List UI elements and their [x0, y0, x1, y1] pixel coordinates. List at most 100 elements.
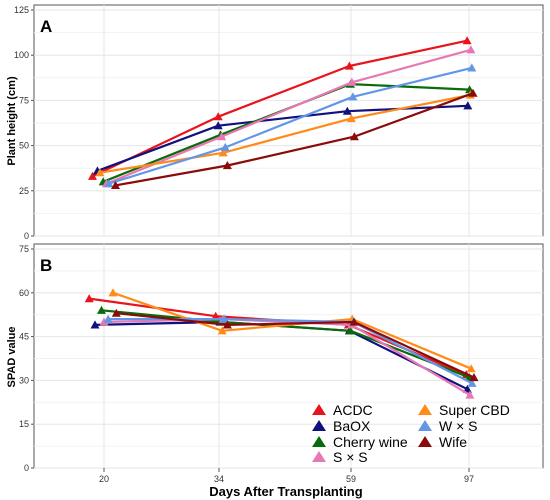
- data-point: [222, 320, 232, 329]
- data-point: [213, 121, 223, 130]
- legend-item: S × S: [312, 449, 368, 465]
- x-tick-label: 59: [346, 474, 356, 484]
- data-point: [222, 161, 232, 170]
- y-tick-label: 60: [19, 288, 29, 298]
- data-point: [348, 92, 358, 101]
- data-point: [463, 101, 473, 110]
- data-point: [218, 148, 228, 157]
- data-point: [103, 314, 113, 323]
- y-tick-label: 15: [19, 419, 29, 429]
- data-point: [84, 294, 94, 303]
- data-point: [97, 305, 106, 314]
- series-line: [103, 318, 471, 396]
- data-point: [347, 77, 357, 86]
- series-line: [99, 93, 471, 174]
- data-point: [469, 373, 479, 382]
- data-point: [467, 63, 477, 72]
- y-tick-label: 75: [19, 244, 29, 254]
- y-tick-label: 100: [14, 50, 29, 60]
- legend-item: BaOX: [312, 418, 371, 434]
- legend-marker: [312, 451, 326, 462]
- legend: ACDC Super CBD BaOX W × S Cherry wine Wife S ×…: [312, 402, 510, 465]
- legend-label: W × S: [439, 418, 478, 434]
- data-point: [349, 132, 359, 141]
- data-point: [108, 288, 118, 297]
- data-point: [346, 114, 356, 123]
- panel-b-background: [33, 243, 544, 469]
- y-tick-label: 0: [24, 463, 29, 473]
- data-point: [211, 311, 221, 320]
- legend-marker: [418, 436, 432, 447]
- data-point: [217, 326, 227, 335]
- panel-b-label: B: [40, 256, 52, 275]
- panel-b-series: [84, 288, 479, 399]
- legend-label: Wife: [439, 434, 467, 450]
- legend-item: ACDC: [312, 402, 373, 418]
- legend-marker: [312, 436, 326, 447]
- data-point: [95, 168, 105, 177]
- data-point: [462, 36, 472, 45]
- series-line: [92, 39, 468, 178]
- x-axis-ticks: 20 34 59 97: [99, 468, 474, 484]
- legend-marker: [418, 420, 432, 431]
- panel-b-y-axis-label: SPAD value: [6, 327, 18, 388]
- legend-marker: [312, 404, 326, 415]
- panel-a-series: [88, 36, 478, 189]
- y-tick-label: 25: [19, 186, 29, 196]
- panel-a-label: A: [40, 17, 52, 36]
- data-point: [217, 132, 227, 141]
- x-axis-label: Days After Transplanting: [209, 484, 362, 499]
- legend-item: Wife: [418, 434, 467, 450]
- data-point: [219, 314, 229, 323]
- panel-a-y-ticks: 0 25 50 75 100 125: [14, 5, 34, 241]
- data-point: [213, 112, 223, 121]
- data-point: [90, 320, 100, 329]
- y-tick-label: 125: [14, 5, 29, 15]
- legend-label: ACDC: [333, 402, 373, 418]
- data-point: [349, 317, 359, 326]
- data-point: [467, 378, 477, 387]
- y-tick-label: 75: [19, 95, 29, 105]
- data-point: [466, 364, 476, 373]
- data-point: [342, 106, 352, 115]
- series-line: [101, 309, 470, 379]
- y-tick-label: 45: [19, 332, 29, 342]
- data-point: [111, 308, 121, 317]
- series-line: [106, 48, 472, 185]
- legend-item: Cherry wine: [312, 434, 408, 450]
- y-tick-label: 0: [24, 231, 29, 241]
- y-tick-label: 30: [19, 375, 29, 385]
- data-point: [465, 390, 475, 399]
- y-tick-label: 50: [19, 141, 29, 151]
- data-point: [99, 317, 109, 326]
- data-point: [468, 88, 478, 97]
- x-tick-label: 20: [99, 474, 109, 484]
- legend-label: BaOX: [333, 418, 371, 434]
- legend-marker: [312, 420, 326, 431]
- x-tick-label: 34: [214, 474, 224, 484]
- series-line: [108, 66, 473, 185]
- data-point: [346, 326, 355, 335]
- panel-a-grid: [34, 5, 543, 237]
- data-point: [462, 384, 472, 393]
- series-line: [112, 291, 472, 370]
- panel-b-y-ticks: 0 15 30 45 60 75: [19, 244, 34, 473]
- series-line: [115, 92, 474, 187]
- legend-marker: [418, 404, 432, 415]
- panel-a-y-axis-label: Plant height (cm): [6, 76, 18, 166]
- data-point: [111, 180, 120, 189]
- data-point: [466, 45, 476, 54]
- data-point: [88, 171, 97, 180]
- legend-item: W × S: [418, 418, 478, 434]
- legend-label: Cherry wine: [333, 434, 408, 450]
- data-point: [344, 61, 354, 70]
- legend-item: Super CBD: [418, 402, 510, 418]
- data-point: [220, 142, 230, 151]
- data-point: [104, 179, 114, 188]
- legend-label: S × S: [333, 449, 368, 465]
- series-line: [116, 312, 475, 379]
- x-tick-label: 97: [464, 474, 474, 484]
- legend-label: Super CBD: [439, 402, 510, 418]
- panel-b-grid: [34, 244, 543, 469]
